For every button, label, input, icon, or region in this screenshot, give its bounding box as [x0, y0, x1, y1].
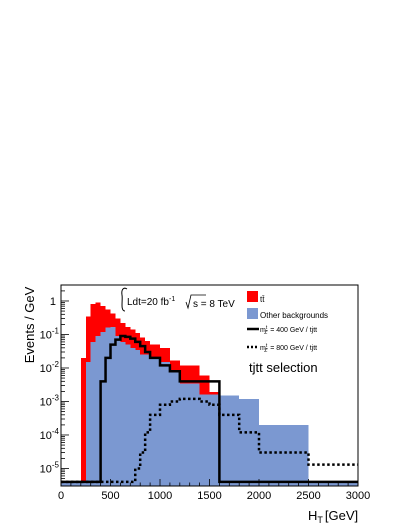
bar-other-backgrounds	[259, 424, 309, 486]
legend-label-ttbar: tt̄	[260, 295, 265, 304]
legend: tt̄ Other backgrounds mt Z' = 400 GeV / t…	[247, 291, 328, 354]
legend-label-other-backgrounds: Other backgrounds	[260, 311, 328, 320]
bar-other-backgrounds	[125, 344, 131, 486]
bar-other-backgrounds	[209, 394, 220, 486]
bar-other-backgrounds	[105, 327, 111, 486]
bar-other-backgrounds	[239, 398, 259, 486]
y-tick-label: 10-2	[40, 360, 60, 375]
y-tick-label: 10-1	[40, 326, 60, 341]
svg-text:Ldt=20 fb-1: Ldt=20 fb-1	[127, 296, 175, 308]
y-tick-label: 10-5	[40, 460, 60, 475]
y-axis-title: Events / GeV	[22, 286, 37, 363]
bar-other-backgrounds	[169, 371, 180, 486]
bar-other-backgrounds	[61, 481, 86, 486]
svg-text:s = 8 TeV: s = 8 TeV	[193, 299, 235, 310]
x-tick-label: 3000	[346, 490, 370, 502]
energy-annotation: s = 8 TeV	[185, 294, 235, 310]
bar-other-backgrounds	[115, 336, 121, 486]
signal-line-800	[61, 397, 358, 484]
x-tick-label: 500	[101, 490, 119, 502]
bar-other-backgrounds	[90, 341, 96, 486]
signal-lines-layer	[61, 334, 358, 484]
bar-other-backgrounds	[130, 347, 136, 486]
bar-other-backgrounds	[150, 357, 160, 486]
bar-other-backgrounds	[219, 395, 240, 486]
x-tick-label: 1000	[148, 490, 172, 502]
bar-other-backgrounds	[85, 362, 91, 486]
lumi-annotation: Ldt=20 fb-1	[121, 287, 175, 312]
bar-other-backgrounds	[120, 341, 126, 486]
integral-sign-icon	[121, 287, 128, 312]
bar-other-backgrounds	[199, 394, 210, 486]
legend-swatch-ttbar	[247, 291, 258, 302]
axes-layer: 0 500 1000 1500 2000 2500 3000 1 10-1 10-2 10-3 10-…	[40, 284, 370, 502]
legend-swatch-other-backgrounds	[247, 308, 258, 319]
y-tick-label: 1	[50, 296, 56, 308]
legend-label-800: mt Z' = 800 GeV / tjtt	[260, 343, 317, 354]
sqrt-sign-icon	[185, 294, 206, 310]
y-tick-label: 10-4	[40, 427, 60, 442]
selection-label: tjtt selection	[249, 360, 318, 375]
signal-line-400	[61, 334, 358, 484]
bar-other-backgrounds	[308, 481, 358, 486]
x-tick-label: 0	[58, 490, 64, 502]
x-tick-label: 2500	[296, 490, 320, 502]
legend-label-400: mt Z' = 400 GeV / tjtt	[260, 325, 317, 336]
x-tick-label: 2000	[247, 490, 271, 502]
x-tick-label: 1500	[197, 490, 221, 502]
y-tick-label: 10-3	[40, 393, 60, 408]
bar-other-backgrounds	[140, 354, 151, 486]
bar-other-backgrounds	[100, 331, 106, 486]
bar-other-backgrounds	[179, 383, 200, 486]
bar-ttbar	[80, 357, 86, 486]
bar-other-backgrounds	[135, 349, 141, 486]
bar-other-backgrounds	[95, 336, 101, 486]
x-axis-title: HT [GeV]	[308, 508, 358, 525]
bar-other-backgrounds	[160, 362, 170, 486]
bar-other-backgrounds	[110, 326, 116, 486]
